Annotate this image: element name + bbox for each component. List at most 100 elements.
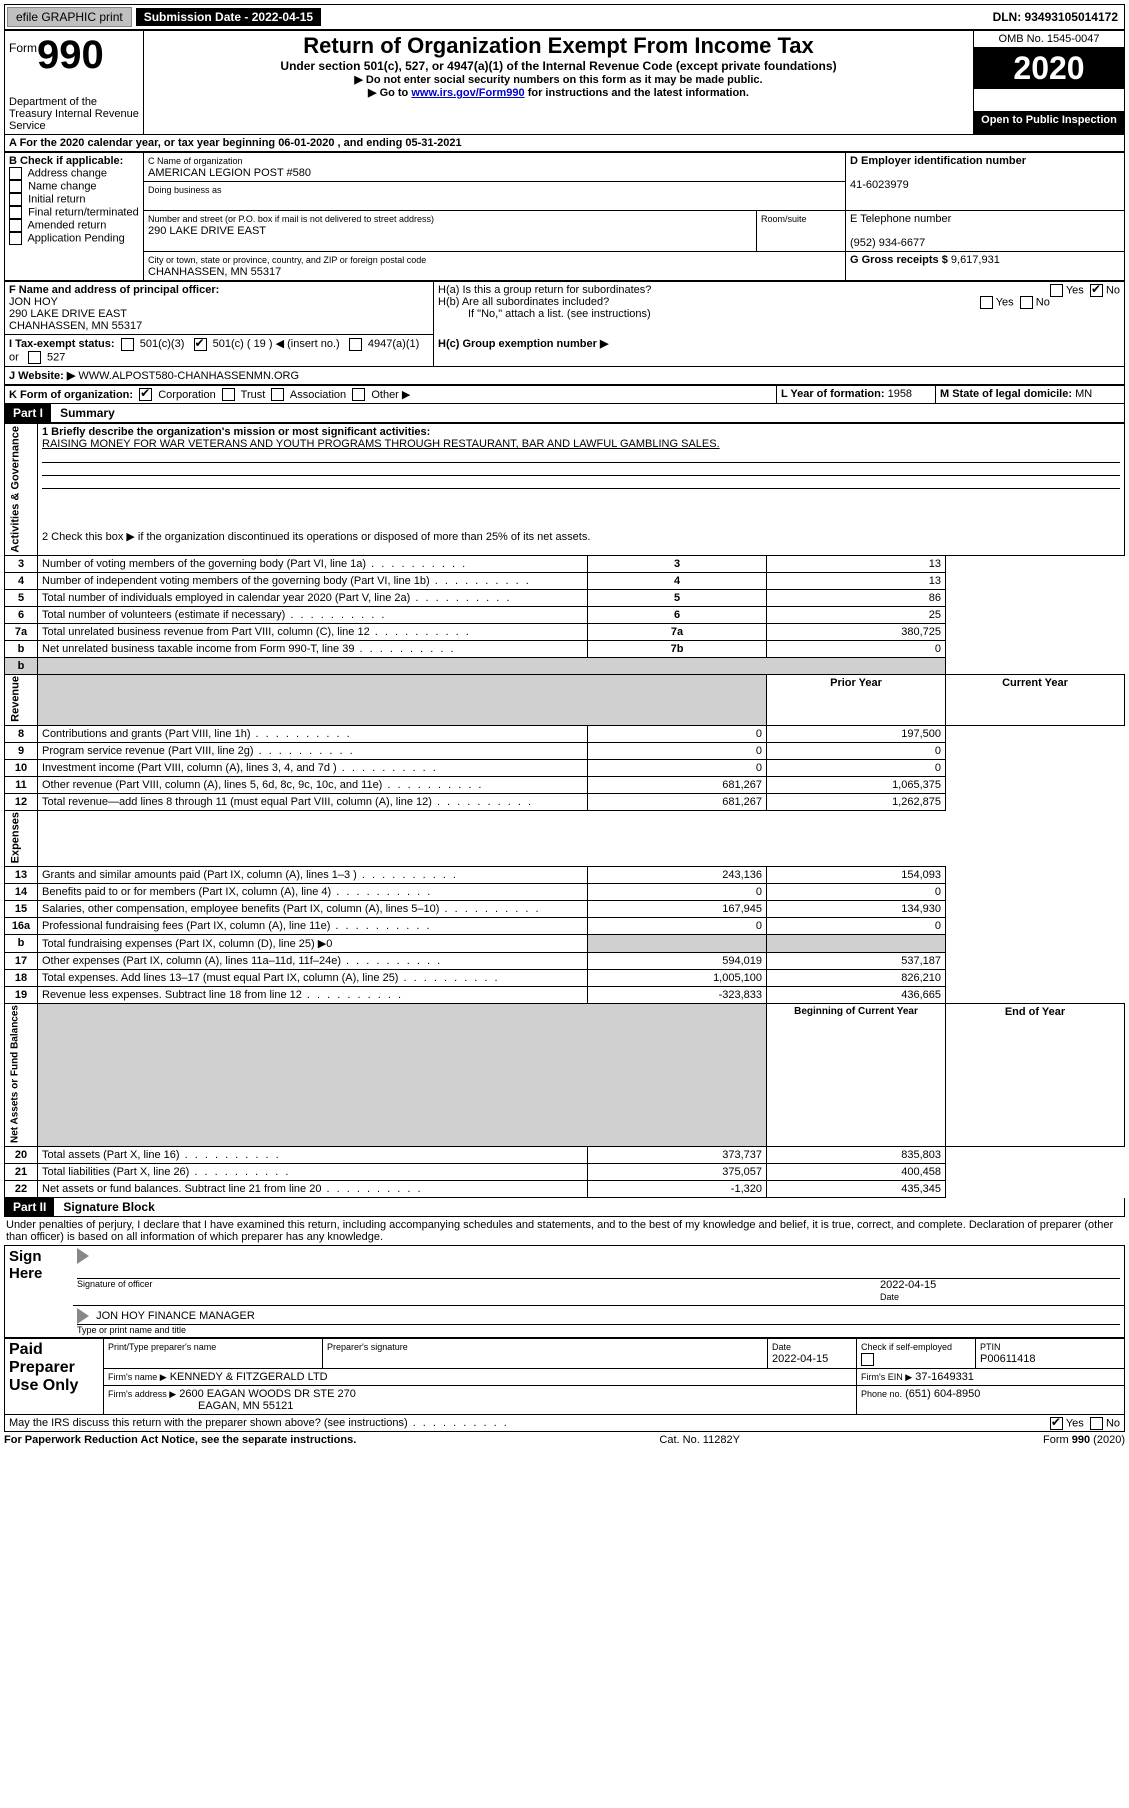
prior-value: 243,136 (588, 866, 767, 883)
line-value: 86 (767, 589, 946, 606)
prior-year-header: Prior Year (767, 674, 946, 725)
entity-block: B Check if applicable: Address change Na… (4, 152, 1125, 281)
prior-value: 681,267 (588, 793, 767, 810)
prior-value (588, 934, 767, 952)
K-checkbox[interactable] (271, 388, 284, 401)
J-label: J Website: ▶ (9, 370, 75, 382)
street-address: 290 LAKE DRIVE EAST (148, 225, 266, 237)
mission-text: RAISING MONEY FOR WAR VETERANS AND YOUTH… (42, 438, 720, 450)
line-text: Grants and similar amounts paid (Part IX… (38, 866, 588, 883)
K-checkbox[interactable] (352, 388, 365, 401)
room-label: Room/suite (761, 214, 807, 224)
line-number: b (5, 640, 38, 657)
form-header-table: Form990 Department of the Treasury Inter… (4, 30, 1125, 135)
dept-treasury: Department of the Treasury Internal Reve… (9, 96, 139, 132)
B-option: Initial return (9, 193, 139, 206)
current-value: 435,345 (767, 1181, 946, 1198)
irs-link[interactable]: www.irs.gov/Form990 (411, 87, 524, 99)
activities-governance-label: Activities & Governance (5, 424, 38, 556)
B-checkbox[interactable] (9, 219, 22, 232)
line-number: 15 (5, 900, 38, 917)
Hb-yes-checkbox[interactable] (980, 296, 993, 309)
I-501c-checkbox[interactable] (194, 338, 207, 351)
prior-value: 594,019 (588, 952, 767, 969)
prep-sig-label: Preparer's signature (327, 1342, 408, 1352)
line-number: 10 (5, 759, 38, 776)
line2-text: 2 Check this box ▶ if the organization d… (42, 531, 590, 543)
line-number: 3 (5, 555, 38, 572)
line-value: 13 (767, 572, 946, 589)
prior-value: 681,267 (588, 776, 767, 793)
state-domicile: MN (1075, 388, 1092, 400)
signature-table: Sign Here Signature of officer 2022-04-1… (4, 1245, 1125, 1338)
line-text: Total expenses. Add lines 13–17 (must eq… (38, 969, 588, 986)
I-527-checkbox[interactable] (28, 351, 41, 364)
line-number: 12 (5, 793, 38, 810)
print-name-label: Type or print name and title (77, 1324, 1120, 1335)
G-label: G Gross receipts $ (850, 254, 948, 266)
C-name-label: C Name of organization (148, 156, 243, 166)
line-number: 14 (5, 883, 38, 900)
B-checkbox[interactable] (9, 206, 22, 219)
line-number: 8 (5, 725, 38, 742)
line-A: A For the 2020 calendar year, or tax yea… (4, 135, 1125, 152)
discuss-yes-checkbox[interactable] (1050, 1417, 1063, 1430)
B-checkbox[interactable] (9, 193, 22, 206)
prior-value: 375,057 (588, 1164, 767, 1181)
efile-print-button[interactable]: efile GRAPHIC print (7, 7, 132, 27)
Hb-no-checkbox[interactable] (1020, 296, 1033, 309)
current-value: 0 (767, 742, 946, 759)
penalty-statement: Under penalties of perjury, I declare th… (4, 1217, 1125, 1245)
current-value: 537,187 (767, 952, 946, 969)
line-number: 21 (5, 1164, 38, 1181)
K-checkbox[interactable] (222, 388, 235, 401)
line-value: 0 (767, 640, 946, 657)
line-text: Total revenue—add lines 8 through 11 (mu… (38, 793, 588, 810)
self-employed-checkbox[interactable] (861, 1353, 874, 1366)
prep-date: 2022-04-15 (772, 1353, 828, 1365)
cat-number: Cat. No. 11282Y (659, 1434, 740, 1446)
prior-value: 167,945 (588, 900, 767, 917)
B-checkbox[interactable] (9, 180, 22, 193)
line-text: Total assets (Part X, line 16) (38, 1147, 588, 1164)
line-text: Net assets or fund balances. Subtract li… (38, 1181, 588, 1198)
line-text: Benefits paid to or for members (Part IX… (38, 883, 588, 900)
city-label: City or town, state or province, country… (148, 255, 426, 265)
B-checkbox[interactable] (9, 167, 22, 180)
sig-officer-label: Signature of officer (77, 1279, 880, 1303)
dln-label: DLN: 93493105014172 (993, 10, 1118, 24)
L-label: L Year of formation: (781, 388, 885, 400)
discuss-no-checkbox[interactable] (1090, 1417, 1103, 1430)
B-option: Address change (9, 167, 139, 180)
paid-preparer-label: Paid Preparer Use Only (5, 1339, 104, 1415)
form-subtitle: Under section 501(c), 527, or 4947(a)(1)… (148, 59, 969, 73)
phone-value: (952) 934-6677 (850, 237, 925, 249)
I-4947-checkbox[interactable] (349, 338, 362, 351)
form-number: 990 (37, 33, 104, 77)
Ha-label: H(a) Is this a group return for subordin… (438, 284, 651, 296)
line-number: 20 (5, 1147, 38, 1164)
Ha-yes-checkbox[interactable] (1050, 284, 1063, 297)
line-text: Salaries, other compensation, employee b… (38, 900, 588, 917)
B-option: Application Pending (9, 232, 139, 245)
current-value: 154,093 (767, 866, 946, 883)
firm-ein-label: Firm's EIN ▶ (861, 1372, 912, 1382)
line-text: Total number of volunteers (estimate if … (38, 606, 588, 623)
current-year-header: Current Year (946, 674, 1125, 725)
ein-value: 41-6023979 (850, 179, 909, 191)
tax-year: 2020 (974, 48, 1124, 89)
form-label: Form (9, 41, 37, 55)
officer-addr1: 290 LAKE DRIVE EAST (9, 308, 127, 320)
current-value: 0 (767, 883, 946, 900)
B-checkbox[interactable] (9, 232, 22, 245)
sig-date-label: Date (880, 1292, 899, 1302)
top-toolbar: efile GRAPHIC print Submission Date - 20… (4, 4, 1125, 30)
prep-date-label: Date (772, 1342, 791, 1352)
submission-date: Submission Date - 2022-04-15 (136, 8, 321, 26)
firm-addr-label: Firm's address ▶ (108, 1389, 176, 1399)
I-501c3-checkbox[interactable] (121, 338, 134, 351)
prior-value: 0 (588, 917, 767, 934)
K-checkbox[interactable] (139, 388, 152, 401)
Ha-no-checkbox[interactable] (1090, 284, 1103, 297)
open-public-inspection: Open to Public Inspection (974, 111, 1125, 134)
